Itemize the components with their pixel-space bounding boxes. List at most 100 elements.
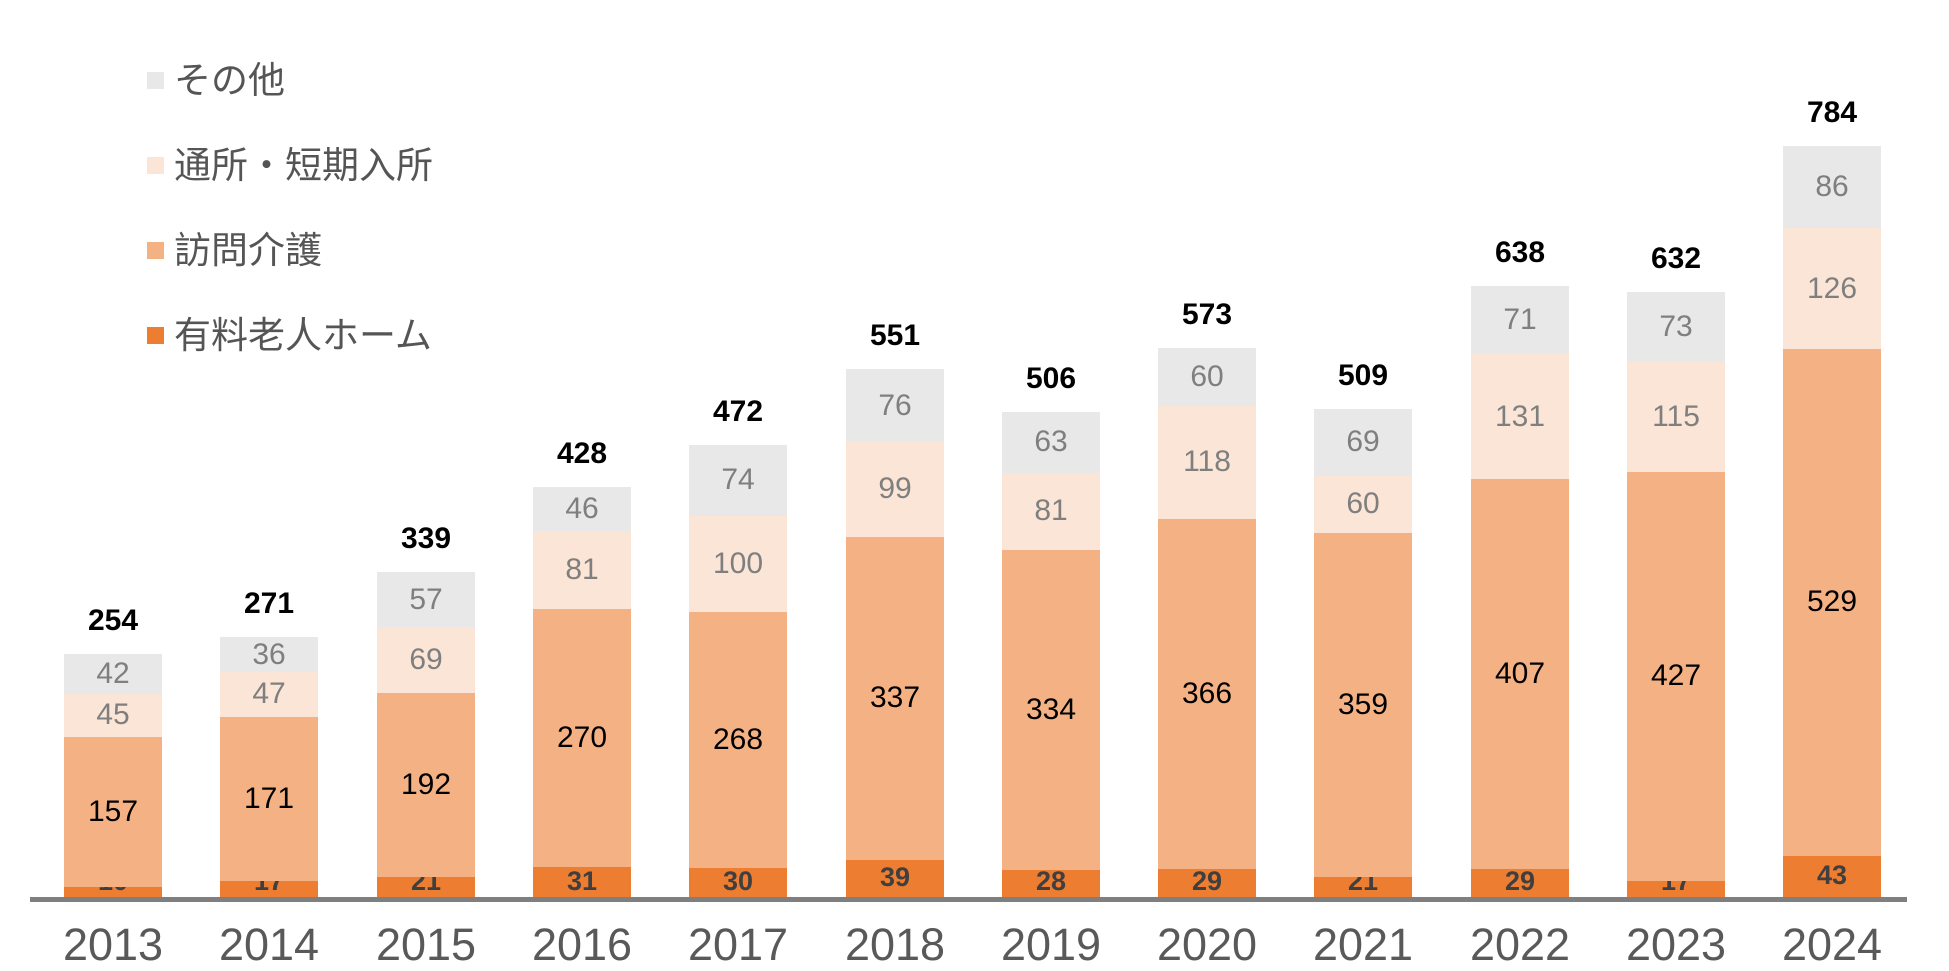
segment-2015-series-2: 69: [377, 626, 475, 693]
legend-item-paid-nursing-home: 有料老人ホーム: [147, 317, 433, 354]
value-label-2013-series-2: 45: [96, 698, 130, 732]
segment-2018-series-3: 76: [846, 369, 944, 442]
value-label-2015-series-3: 57: [409, 582, 443, 616]
segment-2017-series-3: 74: [689, 444, 787, 516]
segment-2023-series-0: 17: [1627, 868, 1725, 897]
value-label-2019-series-1: 334: [1025, 693, 1077, 727]
segment-2015-series-1: 192: [377, 693, 475, 877]
value-label-2020-series-0: 29: [1191, 866, 1223, 896]
value-label-2023-series-2: 115: [1652, 399, 1700, 433]
segment-2018-series-1: 337: [846, 536, 944, 860]
value-label-2021-series-3: 69: [1346, 425, 1380, 459]
segment-2020-series-0: 29: [1158, 866, 1256, 897]
bar-2017: 472 30 268 100 74: [689, 397, 787, 897]
total-label-2020: 573: [1181, 298, 1233, 331]
bar-2013: 254 10 157 45 42: [64, 606, 162, 897]
bar-2021: 509 21 359 60 69: [1314, 361, 1412, 897]
segment-2023-series-3: 73: [1627, 291, 1725, 362]
legend-swatch-paid-nursing-home: [147, 327, 164, 344]
total-label-2014: 271: [243, 587, 295, 620]
x-tick-2018: 2018: [844, 919, 946, 970]
value-label-2024-series-3: 86: [1815, 170, 1849, 204]
segment-2018-series-2: 99: [846, 442, 944, 537]
value-label-2024-series-1: 529: [1806, 585, 1858, 619]
value-label-2017-series-0: 30: [722, 866, 754, 896]
value-label-2013-series-1: 157: [87, 795, 139, 829]
bar-2024: 784 43 529 126 86: [1783, 98, 1881, 897]
bar-2020: 573 29 366 118 60: [1158, 300, 1256, 897]
total-label-2016: 428: [556, 437, 608, 470]
value-label-2023-series-1: 427: [1650, 659, 1702, 693]
value-label-2018-series-1: 337: [869, 681, 921, 715]
value-label-2017-series-2: 100: [712, 546, 764, 580]
x-tick-2022: 2022: [1469, 919, 1571, 970]
segment-2022-series-2: 131: [1471, 353, 1569, 480]
value-label-2016-series-2: 81: [565, 552, 599, 586]
bar-2016: 428 31 270 81 46: [533, 439, 631, 897]
value-label-2020-series-1: 366: [1181, 676, 1233, 710]
segment-2022-series-3: 71: [1471, 285, 1569, 354]
segment-2017-series-1: 268: [689, 611, 787, 869]
total-label-2018: 551: [869, 319, 921, 352]
x-tick-2020: 2020: [1156, 919, 1258, 970]
segment-2013-series-3: 42: [64, 653, 162, 694]
segment-2015-series-3: 57: [377, 572, 475, 627]
value-label-2014-series-3: 36: [252, 637, 286, 671]
segment-2017-series-2: 100: [689, 515, 787, 612]
bar-2022: 638 29 407 131 71: [1471, 238, 1569, 897]
value-label-2015-series-1: 192: [400, 767, 452, 801]
value-label-2019-series-0: 28: [1035, 866, 1067, 896]
value-label-2022-series-3: 71: [1503, 302, 1537, 336]
total-label-2021: 509: [1337, 359, 1389, 392]
total-label-2024: 784: [1806, 96, 1858, 129]
segment-2013-series-0: 10: [64, 868, 162, 897]
legend-label-daycare-shortstay: 通所・短期入所: [174, 145, 433, 186]
segment-2019-series-3: 63: [1002, 412, 1100, 473]
legend-item-daycare-shortstay: 通所・短期入所: [147, 147, 433, 184]
value-label-2020-series-2: 118: [1183, 445, 1231, 479]
x-tick-2016: 2016: [531, 919, 633, 970]
value-label-2017-series-1: 268: [712, 722, 764, 756]
legend-label-paid-nursing-home: 有料老人ホーム: [174, 315, 432, 356]
segment-2021-series-1: 359: [1314, 533, 1412, 877]
value-label-2019-series-3: 63: [1034, 425, 1068, 459]
segment-2017-series-0: 30: [689, 868, 787, 897]
segment-2021-series-3: 69: [1314, 409, 1412, 476]
x-tick-2023: 2023: [1625, 919, 1727, 970]
value-label-2016-series-3: 46: [565, 491, 599, 525]
value-label-2022-series-1: 407: [1494, 657, 1546, 691]
total-label-2023: 632: [1650, 242, 1702, 275]
value-label-2016-series-1: 270: [556, 720, 608, 754]
segment-2015-series-0: 21: [377, 868, 475, 897]
x-tick-2024: 2024: [1781, 919, 1883, 970]
segment-2022-series-0: 29: [1471, 868, 1569, 897]
segment-2014-series-1: 171: [220, 716, 318, 881]
total-label-2019: 506: [1025, 362, 1077, 395]
value-label-2019-series-2: 81: [1034, 494, 1068, 528]
x-tick-2021: 2021: [1312, 919, 1414, 970]
segment-2018-series-0: 39: [846, 859, 944, 897]
value-label-2020-series-3: 60: [1190, 359, 1224, 393]
bar-2018: 551 39 337 99 76: [846, 321, 944, 897]
value-label-2023-series-3: 73: [1659, 309, 1693, 343]
segment-2024-series-2: 126: [1783, 228, 1881, 349]
segment-2013-series-1: 157: [64, 737, 162, 888]
value-label-2013-series-3: 42: [96, 656, 130, 690]
value-label-2018-series-2: 99: [878, 472, 912, 506]
x-tick-2014: 2014: [218, 919, 320, 970]
legend-label-other: その他: [174, 60, 285, 101]
legend-item-other: その他: [147, 62, 433, 99]
segment-2021-series-0: 21: [1314, 868, 1412, 897]
value-label-2021-series-2: 60: [1346, 487, 1380, 521]
segment-2022-series-1: 407: [1471, 479, 1569, 870]
segment-2013-series-2: 45: [64, 693, 162, 737]
legend-swatch-daycare-shortstay: [147, 157, 164, 174]
value-label-2022-series-2: 131: [1494, 399, 1546, 433]
x-tick-2013: 2013: [62, 919, 164, 970]
segment-2016-series-2: 81: [533, 531, 631, 609]
legend-item-home-care: 訪問介護: [147, 232, 433, 269]
value-label-2024-series-0: 43: [1816, 860, 1848, 891]
x-tick-2017: 2017: [687, 919, 789, 970]
total-label-2017: 472: [712, 395, 764, 428]
